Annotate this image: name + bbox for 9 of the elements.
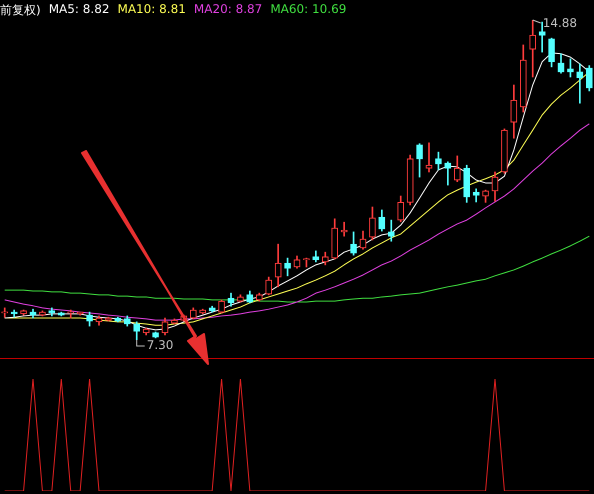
text: MA10: 8.81 <box>117 2 186 18</box>
text: MA20: 8.87 <box>194 2 262 18</box>
chart-title: 前复权) <box>0 2 41 19</box>
annotation: 14.88 <box>542 16 578 30</box>
candlestick <box>567 58 574 78</box>
annotation: 7.30 <box>146 338 174 352</box>
text: MA5: 8.82 <box>48 2 110 18</box>
candlestick <box>426 142 432 172</box>
text: MA60: 10.69 <box>270 2 346 18</box>
